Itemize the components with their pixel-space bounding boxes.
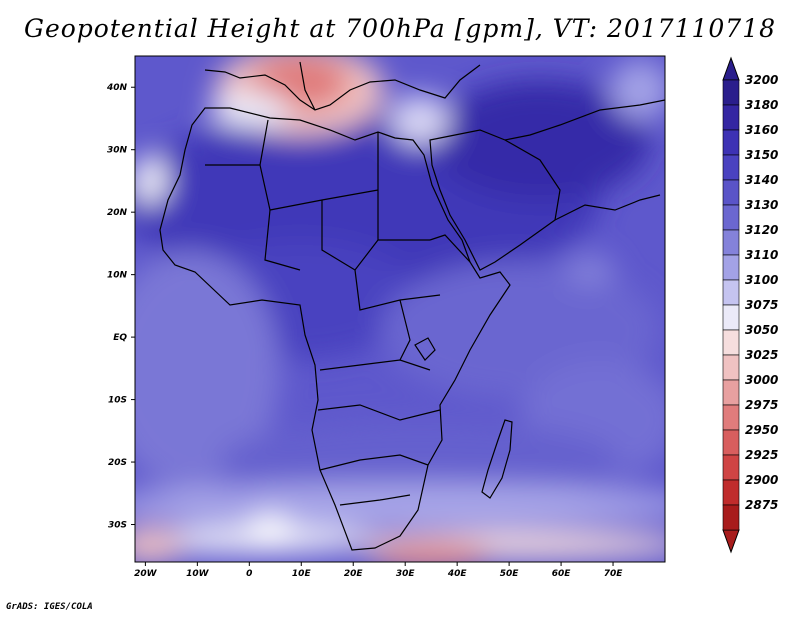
- colorbar-label: 3120: [745, 223, 778, 237]
- lon-tick-label: 20W: [134, 569, 158, 579]
- colorbar-label: 3025: [745, 348, 778, 362]
- colorbar-swatch: [722, 404, 740, 431]
- lat-tick-label: 10N: [107, 271, 128, 281]
- coastlines: [159, 61, 665, 551]
- colorbar-label: 3140: [745, 173, 778, 187]
- lat-tick-label: 20N: [107, 208, 128, 218]
- colorbar-swatch: [722, 279, 740, 306]
- colorbar-label: 3130: [745, 198, 778, 212]
- colorbar-label: 2900: [745, 473, 778, 487]
- colorbar-swatch: [722, 354, 740, 381]
- lon-tick-label: 70E: [604, 569, 624, 579]
- colorbar-swatch: [722, 504, 740, 531]
- colorbar-swatch: [722, 429, 740, 456]
- lon-tick-label: 50E: [500, 569, 520, 579]
- lat-tick-label: 40N: [106, 83, 128, 93]
- colorbar-label: 2925: [745, 448, 778, 462]
- colorbar-label: 3110: [745, 248, 778, 262]
- lon-tick-label: 40E: [447, 569, 468, 579]
- colorbar-label: 3200: [745, 73, 778, 87]
- colorbar-swatch: [722, 454, 740, 481]
- colorbar-label: 3075: [745, 298, 778, 312]
- colorbar-label: 3100: [745, 273, 778, 287]
- lat-tick-label: 30N: [107, 146, 128, 156]
- colorbar-swatch: [722, 129, 740, 156]
- colorbar-swatch: [722, 79, 740, 106]
- lon-tick-label: 30E: [396, 569, 416, 579]
- colorbar-swatch: [722, 479, 740, 506]
- colorbar-bottom-arrow: [722, 529, 740, 554]
- lat-tick-label: 10S: [108, 396, 127, 406]
- colorbar-label: 3150: [745, 148, 778, 162]
- colorbar-swatch: [722, 104, 740, 131]
- lon-tick-label: 60E: [552, 569, 572, 579]
- lon-tick-label: 0: [246, 569, 252, 579]
- colorbar-swatch: [722, 179, 740, 206]
- colorbar-label: 2950: [745, 423, 778, 437]
- colorbar-swatch: [722, 254, 740, 281]
- colorbar-label: 3050: [745, 323, 778, 337]
- colorbar-label: 2875: [745, 498, 778, 512]
- colorbar-swatch: [722, 229, 740, 256]
- colorbar-swatch: [722, 329, 740, 356]
- colorbar-label: 3000: [745, 373, 778, 387]
- height-field: [135, 56, 665, 562]
- plot-frame: [134, 55, 666, 563]
- lon-tick-label: 10W: [186, 569, 210, 579]
- colorbar-swatch: [722, 304, 740, 331]
- map-title: Geopotential Height at 700hPa [gpm], VT:…: [23, 14, 777, 43]
- lon-tick-label: 10E: [292, 569, 312, 579]
- colorbar-swatch: [722, 154, 740, 181]
- grads-credit: GrADS: IGES/COLA: [6, 602, 93, 612]
- colorbar-label: 2975: [745, 398, 778, 412]
- lat-tick-label: 20S: [108, 458, 127, 468]
- lon-tick-label: 20E: [344, 569, 364, 579]
- colorbar-swatch: [722, 379, 740, 406]
- colorbar-label: 3180: [745, 98, 778, 112]
- lat-tick-label: EQ: [113, 333, 127, 343]
- lat-tick-label: 30S: [108, 521, 127, 531]
- colorbar-swatch: [722, 204, 740, 231]
- colorbar-top-arrow: [722, 56, 740, 81]
- colorbar-label: 3160: [745, 123, 778, 137]
- axis-ticks: 40N 30N 20N 10N EQ 10S 20S 30S 20W 10W 0 10E 20E 30E 4…: [106, 83, 623, 579]
- colorbar: 3200 3180 3160 3150 3140 3130 3120 3110 3100 3075…: [722, 56, 778, 554]
